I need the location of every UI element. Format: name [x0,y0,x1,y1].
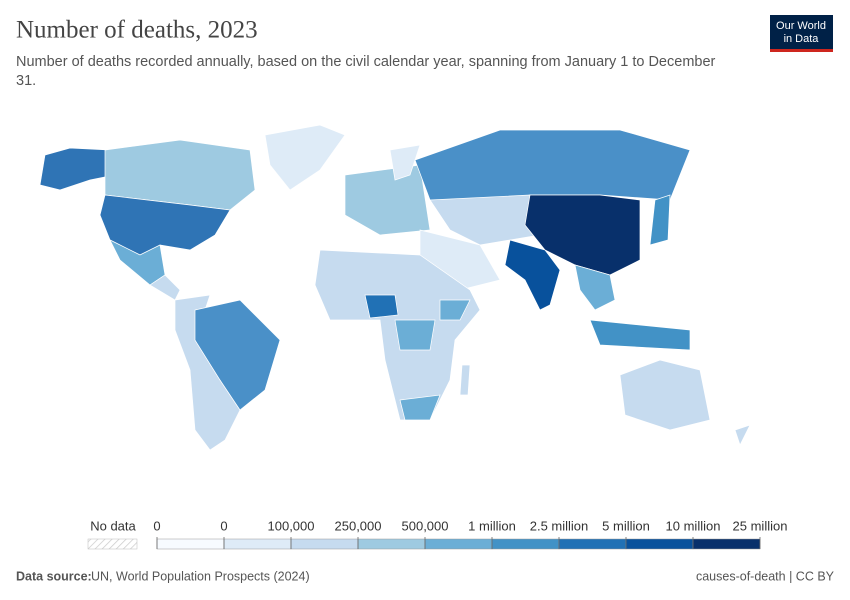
country[interactable] [504,239,561,311]
world-map [39,124,751,451]
country[interactable] [439,299,471,321]
subtitle: 31. [16,73,36,89]
legend-label: 5 million [602,518,650,533]
legend-swatch [491,538,560,550]
country[interactable] [39,147,116,191]
legend-label: 25 million [733,518,788,533]
source-label: Data source: [16,569,92,583]
logo-box [770,15,833,51]
legend: No data 0 0 100,000 250,000 500,000 1 million… [87,518,788,550]
country[interactable] [649,194,671,246]
country[interactable] [364,294,399,319]
subtitle: Number of deaths recorded annually, base… [16,54,716,70]
logo-text: in Data [784,33,820,45]
legend-swatch [156,538,225,550]
legend-swatch [290,538,359,550]
legend-label: 10 million [666,518,721,533]
country[interactable] [344,164,431,236]
legend-label: 500,000 [402,518,449,533]
logo[interactable]: Our World in Data [770,15,833,52]
country[interactable] [389,144,421,181]
country[interactable] [99,194,231,256]
legend-label: 0 [153,518,160,533]
legend-swatch [625,538,694,550]
legend-swatch [692,538,761,550]
country[interactable] [149,274,181,301]
license: causes-of-death | CC BY [696,569,835,583]
country[interactable] [574,264,616,311]
no-data-swatch [87,538,138,550]
title: Number of deaths, 2023 [16,17,258,44]
country[interactable] [399,394,441,421]
country[interactable] [264,124,346,191]
country[interactable] [459,364,471,396]
legend-swatch [357,538,426,550]
legend-label: No data [90,518,136,533]
legend-swatch [223,538,292,550]
logo-text: Our World [776,20,826,32]
country[interactable] [589,319,691,351]
legend-label: 100,000 [268,518,315,533]
country[interactable] [194,299,281,411]
legend-swatch [558,538,627,550]
country[interactable] [734,424,751,446]
legend-label: 2.5 million [530,518,589,533]
country[interactable] [619,359,711,431]
legend-label: 0 [220,518,227,533]
country[interactable] [394,319,436,351]
source: UN, World Population Prospects (2024) [91,569,310,583]
legend-swatch [424,538,493,550]
legend-label: 250,000 [335,518,382,533]
logo-underline [770,49,833,52]
legend-label: 1 million [468,518,516,533]
